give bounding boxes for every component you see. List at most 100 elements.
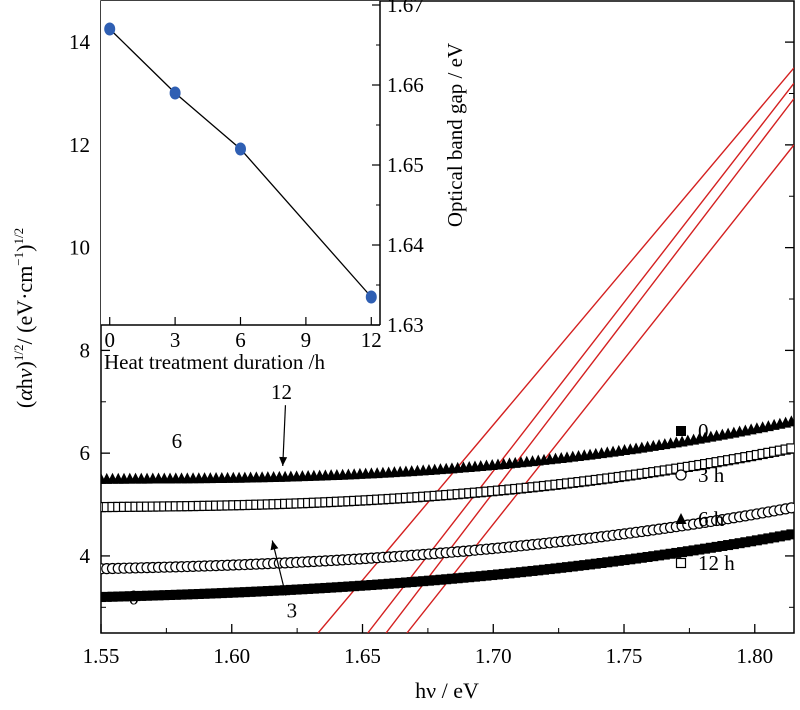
data-point [412,576,423,587]
data-point [354,580,365,591]
inset-band-gap-series [104,22,377,304]
inset-data-point [169,86,181,100]
data-point [596,557,607,568]
data-point [389,578,400,589]
y-tick-label: 4 [80,544,91,568]
inset-axis-ticks: 0 3 6 9 121.63 1.64 1.65 1.66 1.67 [104,0,424,352]
data-point [498,568,509,579]
inset-x-tick-label: 3 [170,328,181,352]
data-point [544,564,555,575]
data-point [326,582,337,593]
data-point [418,576,429,587]
data-point [124,591,135,602]
data-point [406,577,417,588]
inset-plot-background [101,1,380,325]
data-point [165,590,176,601]
data-point [251,586,262,597]
data-point [475,571,486,582]
x-tick-label: 1.65 [344,644,381,668]
data-point [153,590,164,601]
data-point [297,584,308,595]
data-point [107,591,118,602]
data-point [136,590,147,601]
data-point [671,547,682,558]
data-point [320,582,331,593]
data-point [262,586,273,597]
data-point [556,562,567,573]
data-point [619,555,630,566]
data-point [705,542,716,553]
data-point [728,539,739,550]
data-point [510,567,521,578]
data-point [343,581,354,592]
data-point [303,583,314,594]
legend: 0 3 h 6 h 12 h [675,419,735,575]
data-point [521,566,532,577]
data-point [677,547,688,558]
data-point [676,426,686,436]
data-point [170,589,181,600]
inset-y-tick-label: 1.66 [387,73,424,97]
data-point [757,534,768,545]
data-point [314,583,325,594]
inset-x-tick-label: 12 [361,328,382,352]
data-point [234,587,245,598]
main-axis-ticks: 1.55 1.60 1.65 1.70 1.75 1.80 4 6 8 10 12 14 [69,30,794,668]
data-point [222,587,233,598]
inset-y-tick-label: 1.67 [387,0,424,17]
series-0 [101,529,794,603]
data-point [331,582,342,593]
data-point [717,540,728,551]
data-point [377,579,388,590]
inset-data-point [235,142,246,156]
data-point [308,583,319,594]
data-point [119,591,130,602]
data-point [452,573,463,584]
fit-line-6-h [317,67,794,633]
inset-trend-line [109,28,372,298]
data-point [538,564,549,575]
x-tick-label: 1.55 [83,644,120,668]
tauc-plot: 1.55 1.60 1.65 1.70 1.75 1.80 4 6 8 10 12 14 0 3 6 12 … [11,0,795,703]
data-point [774,531,785,542]
data-point [675,469,687,481]
data-point [216,588,227,599]
data-point [769,532,780,543]
data-point [372,579,383,590]
curve-labels: 0 3 6 12 [128,380,297,622]
series-6-h [101,415,794,484]
data-point [337,581,348,592]
data-point [688,545,699,556]
data-point [188,589,199,600]
data-point [636,552,647,563]
data-point [579,560,590,571]
curve-label: 6 [172,429,183,453]
data-point [527,565,538,576]
data-point [675,513,687,524]
data-point [694,544,705,555]
data-point [642,551,653,562]
curve-label: 12 [271,380,292,404]
data-point [274,585,285,596]
series-3-h [101,502,794,575]
data-point [567,561,578,572]
data-point [746,536,757,547]
data-point [608,556,619,567]
data-point [400,577,411,588]
data-point [625,554,636,565]
data-point [360,580,371,591]
data-point [562,562,573,573]
inset-x-tick-label: 9 [301,328,312,352]
x-tick-label: 1.80 [736,644,773,668]
data-point [573,560,584,571]
curve-label-arrowhead [279,456,288,467]
inset-data-point [365,290,377,304]
data-point [291,584,302,595]
data-point [590,558,601,569]
data-point [734,538,745,549]
y-tick-label: 8 [80,338,91,362]
data-point [613,555,624,566]
data-point [199,588,210,599]
data-point [395,577,406,588]
